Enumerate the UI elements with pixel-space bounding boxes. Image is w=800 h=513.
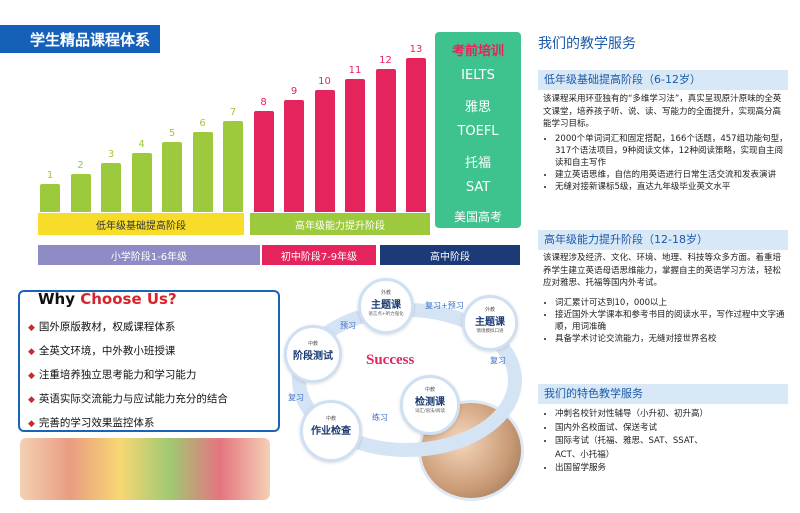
diamond-icon: ◆ bbox=[28, 323, 35, 333]
list-item: 出国留学服务 bbox=[555, 462, 725, 476]
special-bullets: 冲刺名校针对性辅导（小升初、初升高） 国内外名校面试、保送考试 国际考试（托福、… bbox=[545, 408, 725, 476]
list-item: 无缝对接新课标5级，直达九年级毕业英文水平 bbox=[555, 181, 791, 193]
grade-bar-label: 9 bbox=[290, 86, 298, 97]
high-stage-bullets: 词汇累计可达到10，000以上 接近国外大学课本和参考书目的阅读水平，写作过程中… bbox=[545, 297, 791, 345]
list-item: 接近国外大学课本和参考书目的阅读水平，写作过程中文字通顺，用词准确 bbox=[555, 309, 791, 333]
list-item: 建立英语思维，自信的用英语进行日常生活交流和发表演讲 bbox=[555, 169, 791, 181]
kids-reading-photo bbox=[20, 438, 270, 500]
grade-bar bbox=[253, 110, 274, 212]
why-item: ◆ 注重培养独立思考能力和学习能力 bbox=[28, 369, 197, 381]
exam-prep-box bbox=[435, 32, 521, 228]
cycle-node: 外教 主题课 情境模拟口语 bbox=[462, 295, 518, 351]
exam-item: 雅思 bbox=[464, 100, 491, 115]
header-ribbon bbox=[0, 25, 160, 53]
grade-bar-label: 6 bbox=[199, 117, 206, 129]
why-item: ◆ 国外原版教材，权威课程体系 bbox=[28, 321, 176, 333]
cycle-node: 中教 检测课 词汇/语法/阅读 bbox=[400, 375, 460, 435]
grade-bar bbox=[70, 173, 91, 212]
cycle-arrow-label: 复习 bbox=[288, 393, 304, 402]
grade-bar-label: 8 bbox=[260, 96, 267, 108]
school-junior-band: 初中阶段7-9年级 bbox=[262, 245, 376, 265]
grade-bar bbox=[406, 58, 426, 212]
cycle-node: 外教 主题课 语言点+听力强化 bbox=[358, 278, 414, 334]
exam-item: SAT bbox=[465, 180, 491, 195]
cycle-center-success: Success bbox=[366, 352, 415, 368]
list-item: 2000个单词词汇和固定搭配，166个话题，457组功能句型，317个语法项目，… bbox=[555, 133, 791, 169]
grade-bar-label: 12 bbox=[379, 54, 392, 66]
stage-low-band: 低年级基础提高阶段 bbox=[38, 213, 244, 235]
why-item: ◆ 全英文环境，中外教小班授课 bbox=[28, 345, 176, 357]
grade-bar-chart: 1 2 3 4 5 6 7 8 9 10 11 12 13 bbox=[38, 30, 438, 212]
cycle-node: 中教 作业检查 bbox=[300, 400, 362, 462]
grade-bar-label: 3 bbox=[107, 149, 115, 160]
grade-bar bbox=[101, 163, 121, 212]
diamond-icon: ◆ bbox=[28, 419, 35, 429]
low-stage-heading: 低年级基础提高阶段（6-12岁） bbox=[538, 70, 788, 90]
diamond-icon: ◆ bbox=[28, 371, 35, 381]
grade-bar bbox=[284, 100, 304, 212]
cycle-node: 中教 阶段测试 bbox=[284, 325, 342, 383]
cycle-arrow-label: 复习+预习 bbox=[425, 301, 464, 310]
grade-bar-label: 13 bbox=[409, 44, 423, 55]
list-item: 冲刺名校针对性辅导（小升初、初升高） bbox=[555, 408, 725, 422]
exam-item: IELTS bbox=[461, 68, 495, 83]
grade-bar bbox=[345, 79, 365, 212]
grade-bar-label: 2 bbox=[77, 159, 84, 171]
why-title: Why Choose Us? bbox=[38, 290, 177, 308]
services-title: 我们的教学服务 bbox=[538, 36, 636, 52]
why-choose-box bbox=[18, 290, 280, 432]
cycle-arrow-label: 预习 bbox=[340, 321, 356, 330]
exam-item: TOEFL bbox=[457, 124, 499, 139]
list-item: 词汇累计可达到10，000以上 bbox=[555, 297, 791, 309]
page-title: 学生精品课程体系 bbox=[30, 31, 151, 49]
grade-bar bbox=[40, 184, 60, 212]
grade-bar bbox=[314, 89, 335, 212]
grade-bar-label: 10 bbox=[318, 75, 331, 87]
why-item: ◆ 完善的学习效果监控体系 bbox=[28, 417, 155, 429]
high-stage-heading: 高年级能力提升阶段（12-18岁） bbox=[538, 230, 788, 250]
diamond-icon: ◆ bbox=[28, 347, 35, 357]
grade-bar-label: 5 bbox=[168, 128, 176, 139]
exam-item: 托福 bbox=[464, 156, 491, 171]
exam-item: 美国高考 bbox=[453, 210, 502, 224]
cycle-arrow-label: 复习 bbox=[490, 356, 506, 365]
list-item: 具备学术讨论交流能力，无缝对接世界名校 bbox=[555, 333, 791, 345]
grade-bar-label: 7 bbox=[229, 107, 237, 118]
school-senior-band: 高中阶段 bbox=[380, 245, 520, 265]
list-item: 国际考试（托福、雅思、SAT、SSAT、ACT、小托福） bbox=[555, 435, 725, 462]
grade-bar-label: 1 bbox=[46, 170, 54, 181]
exam-title: 考前培训 bbox=[451, 44, 504, 59]
why-item: ◆ 英语实际交流能力与应试能力充分的结合 bbox=[28, 393, 228, 405]
special-heading: 我们的特色教学服务 bbox=[538, 384, 788, 404]
grade-bar bbox=[375, 68, 396, 212]
stage-high-band: 高年级能力提升阶段 bbox=[250, 213, 430, 235]
grade-bar bbox=[162, 142, 182, 212]
high-stage-desc: 该课程涉及经济、文化、环境、地理、科技等众多方面。着重培养学生建立英语母语思维能… bbox=[543, 253, 782, 288]
cycle-arrow-label: 练习 bbox=[372, 413, 388, 422]
diamond-icon: ◆ bbox=[28, 395, 35, 405]
grade-bar bbox=[131, 152, 152, 212]
grade-bar-label: 11 bbox=[348, 65, 362, 76]
grade-bar-label: 4 bbox=[138, 138, 145, 150]
list-item: 国内外名校面试、保送考试 bbox=[555, 422, 725, 436]
low-stage-bullets: 2000个单词词汇和固定搭配，166个话题，457组功能句型，317个语法项目，… bbox=[545, 133, 791, 193]
school-primary-band: 小学阶段1-6年级 bbox=[38, 245, 260, 265]
low-stage-desc: 该课程采用环亚独有的“多维学习法”，真实呈现原汁原味的全英文课堂，培养孩子听、说… bbox=[543, 94, 782, 129]
grade-bar bbox=[223, 121, 243, 212]
grade-bar bbox=[192, 131, 213, 212]
